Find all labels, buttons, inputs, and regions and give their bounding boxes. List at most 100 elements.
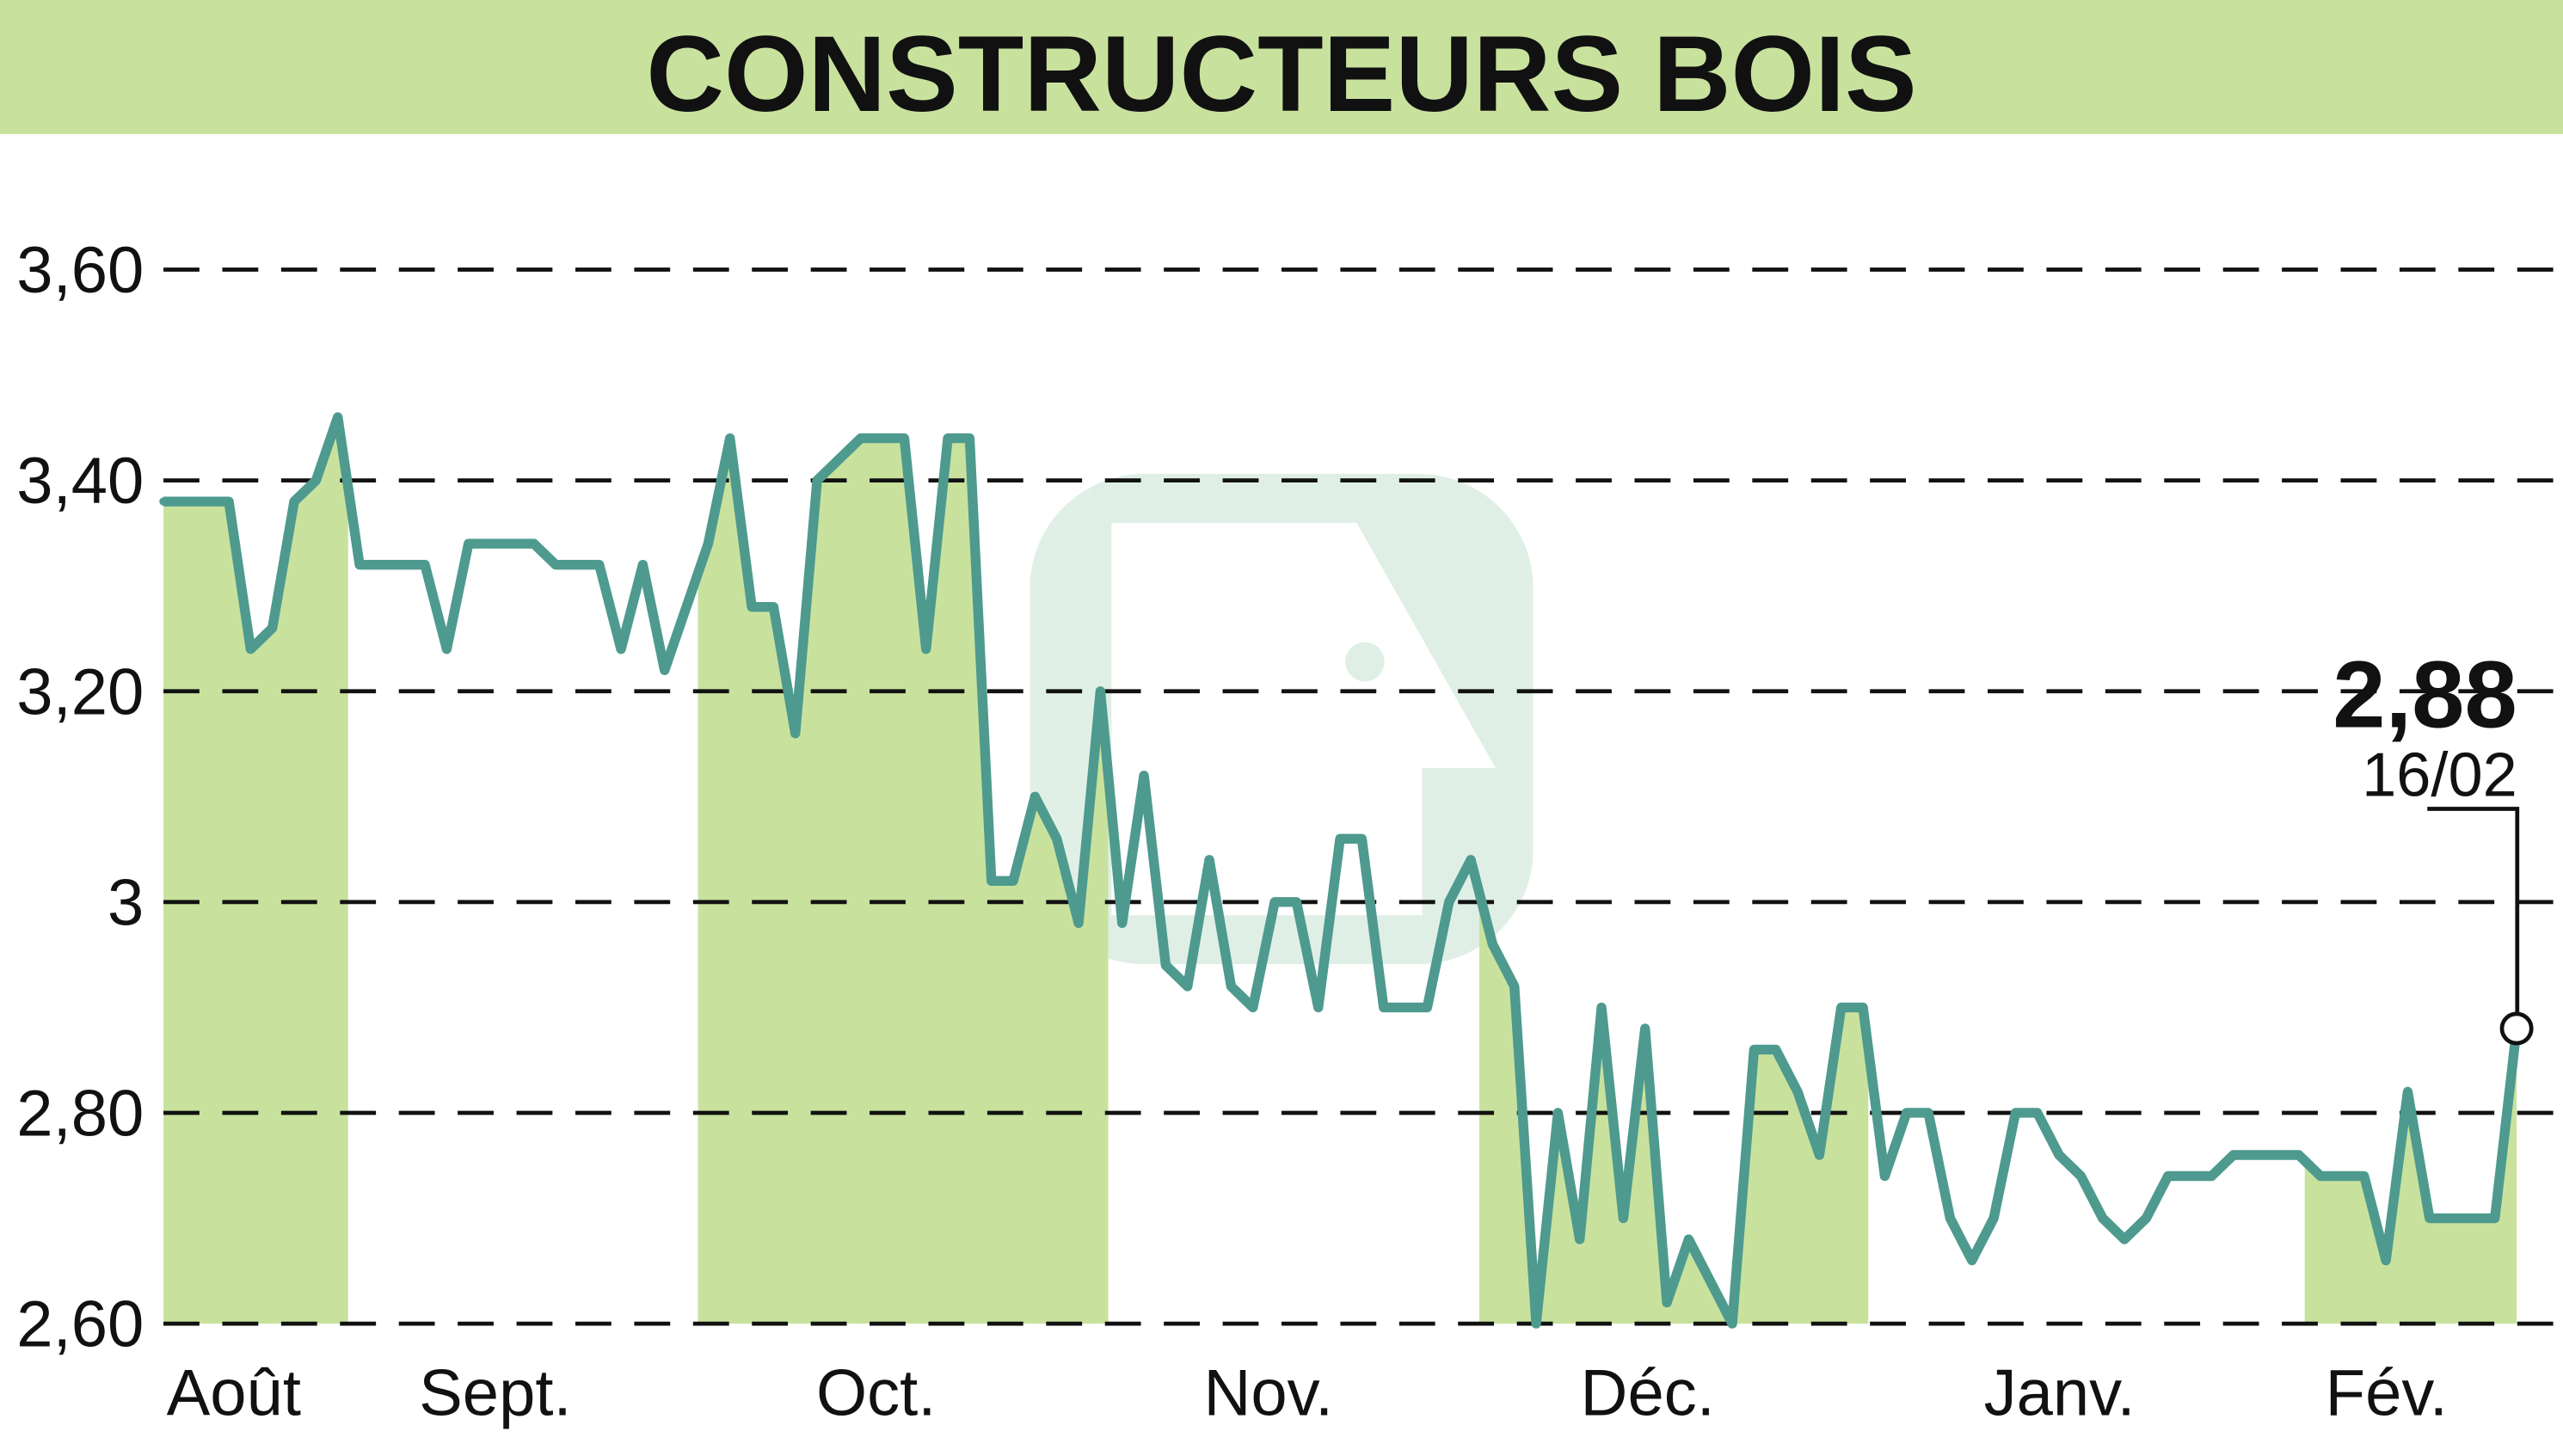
data-point (1989, 1213, 1998, 1223)
data-point (267, 624, 277, 632)
data-point (2229, 1151, 2238, 1159)
data-point (246, 644, 255, 654)
data-point (769, 602, 778, 611)
data-point (1532, 1319, 1540, 1328)
data-point (1140, 771, 1148, 780)
data-point (1117, 918, 1127, 928)
data-point (2403, 1087, 2412, 1097)
data-point (986, 876, 996, 886)
y-tick-label: 3,60 (16, 234, 144, 307)
data-point (1096, 686, 1105, 696)
data-point (2338, 1171, 2347, 1181)
month-label: Nov. (1203, 1357, 1333, 1430)
data-point (2055, 1151, 2063, 1159)
data-point (2272, 1151, 2282, 1159)
data-point (2425, 1213, 2434, 1223)
data-point (878, 433, 887, 443)
data-point (1509, 982, 1519, 991)
data-point (1880, 1171, 1890, 1181)
data-point (2360, 1171, 2369, 1181)
data-point (290, 497, 298, 506)
data-point (682, 602, 691, 611)
data-point (2033, 1109, 2042, 1117)
data-point (1663, 1298, 1671, 1307)
data-point (1837, 1003, 1846, 1012)
data-point (2011, 1109, 2020, 1117)
y-tick-label: 2,60 (16, 1288, 144, 1361)
data-point (2382, 1256, 2390, 1265)
month-label: Janv. (1984, 1357, 2136, 1430)
data-point (1248, 1003, 1257, 1012)
data-point (1902, 1109, 1911, 1117)
data-point (529, 539, 538, 548)
data-point (1772, 1045, 1780, 1054)
data-point (1684, 1235, 1693, 1244)
data-point (442, 644, 452, 654)
y-tick-label: 3 (108, 866, 144, 939)
month-label: Oct. (816, 1357, 936, 1430)
month-label: Fév. (2326, 1357, 2448, 1430)
data-point (1009, 876, 1017, 886)
data-point (1336, 834, 1344, 844)
data-point (1292, 898, 1301, 906)
data-point (2468, 1213, 2478, 1223)
data-point (1597, 1003, 1606, 1012)
data-point (2142, 1213, 2151, 1223)
data-point (333, 413, 342, 421)
data-point (1313, 1003, 1323, 1012)
data-point (464, 539, 473, 548)
data-point (1619, 1213, 1628, 1223)
data-point (2251, 1151, 2259, 1159)
data-point (573, 560, 582, 569)
data-point (486, 539, 495, 548)
data-point (1030, 792, 1040, 802)
data-point (813, 476, 821, 485)
data-point (2164, 1171, 2173, 1181)
data-point (2295, 1151, 2303, 1159)
y-tick-label: 2,80 (16, 1078, 144, 1151)
data-point (1968, 1256, 1976, 1265)
data-point (224, 497, 233, 506)
data-point (1640, 1024, 1650, 1033)
data-point (704, 539, 713, 548)
data-point (2185, 1171, 2194, 1181)
data-point (507, 539, 517, 548)
data-point (725, 433, 734, 443)
data-point (1859, 1003, 1867, 1012)
data-point (856, 433, 865, 443)
data-point (1423, 1003, 1432, 1012)
data-point (790, 729, 800, 738)
data-point (1205, 856, 1214, 864)
data-point (2491, 1213, 2499, 1223)
data-point (1553, 1109, 1563, 1117)
title-bar (0, 0, 2563, 134)
data-point (202, 497, 212, 506)
data-point (2447, 1213, 2455, 1223)
data-point (1488, 940, 1497, 949)
month-label: Sept. (419, 1357, 571, 1430)
last-value-label: 2,88 (2333, 642, 2517, 748)
data-point (660, 666, 669, 674)
data-point (1444, 898, 1454, 906)
data-point (921, 644, 931, 654)
data-point (1074, 918, 1083, 928)
data-point (181, 497, 190, 506)
data-point (638, 560, 648, 569)
data-point (1466, 856, 1475, 864)
data-point (2316, 1171, 2325, 1181)
data-point (943, 433, 952, 443)
data-point (1924, 1109, 1933, 1117)
data-point (551, 560, 560, 569)
data-point (1815, 1151, 1824, 1159)
data-point (747, 602, 756, 611)
data-point (965, 433, 974, 443)
data-point (1728, 1319, 1736, 1328)
data-point (1183, 982, 1192, 991)
data-point (2120, 1235, 2129, 1244)
y-tick-label: 3,40 (16, 445, 144, 518)
data-point (311, 476, 321, 485)
data-point (1945, 1213, 1955, 1223)
data-point (1793, 1087, 1802, 1097)
data-point (2076, 1171, 2086, 1181)
